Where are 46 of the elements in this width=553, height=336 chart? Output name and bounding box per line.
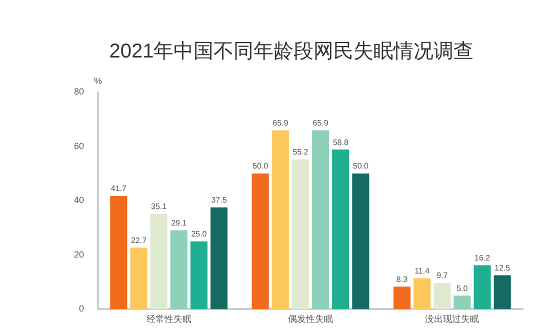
y-axis-title: %: [94, 76, 102, 86]
data-label: 65.9: [272, 118, 289, 128]
bar: [150, 214, 168, 310]
y-tick-label: 40: [74, 195, 84, 206]
bar: [434, 282, 451, 310]
bar: [272, 130, 289, 310]
data-label: 12.5: [494, 263, 511, 272]
bar: [414, 278, 431, 310]
bar: [170, 230, 188, 310]
y-tick-label: 20: [74, 249, 84, 260]
data-label: 41.7: [110, 184, 127, 194]
bar: [332, 150, 350, 310]
bar: [454, 296, 471, 310]
data-label: 22.7: [130, 236, 148, 245]
data-label: 29.1: [171, 218, 188, 228]
bar: [292, 159, 309, 310]
bar: [393, 286, 411, 310]
data-label: 58.8: [332, 138, 349, 147]
data-label: 8.3: [396, 274, 408, 284]
bar: [312, 130, 330, 310]
y-tick-label: 80: [74, 86, 84, 96]
y-tick-label: 60: [74, 140, 84, 151]
data-label: 37.5: [211, 196, 228, 205]
bar: [494, 275, 511, 310]
data-label: 50.0: [352, 162, 370, 171]
data-label: 5.0: [456, 284, 468, 293]
bar: [130, 248, 148, 310]
bar: [252, 173, 269, 310]
data-label: 35.1: [151, 202, 168, 212]
data-label: 9.7: [436, 271, 448, 280]
y-tick-label: 0: [78, 304, 84, 314]
bar: [474, 265, 491, 310]
bar: [210, 207, 228, 310]
chart-title: 2021年中国不同年龄段网民失眠情况调查: [109, 40, 474, 63]
data-label: 25.0: [191, 230, 208, 239]
x-tick-label: 偶发性失眠: [288, 314, 334, 324]
bar: [110, 196, 128, 310]
data-label: 16.2: [474, 253, 491, 262]
data-label: 55.2: [292, 148, 309, 157]
x-tick-label: 经常性失眠: [146, 314, 192, 324]
x-tick-label: 没出现过失眠: [425, 314, 480, 324]
bar: [352, 173, 370, 310]
data-label: 11.4: [414, 266, 430, 276]
bar: [190, 241, 208, 310]
data-label: 65.9: [312, 118, 329, 128]
data-label: 50.0: [252, 162, 269, 171]
